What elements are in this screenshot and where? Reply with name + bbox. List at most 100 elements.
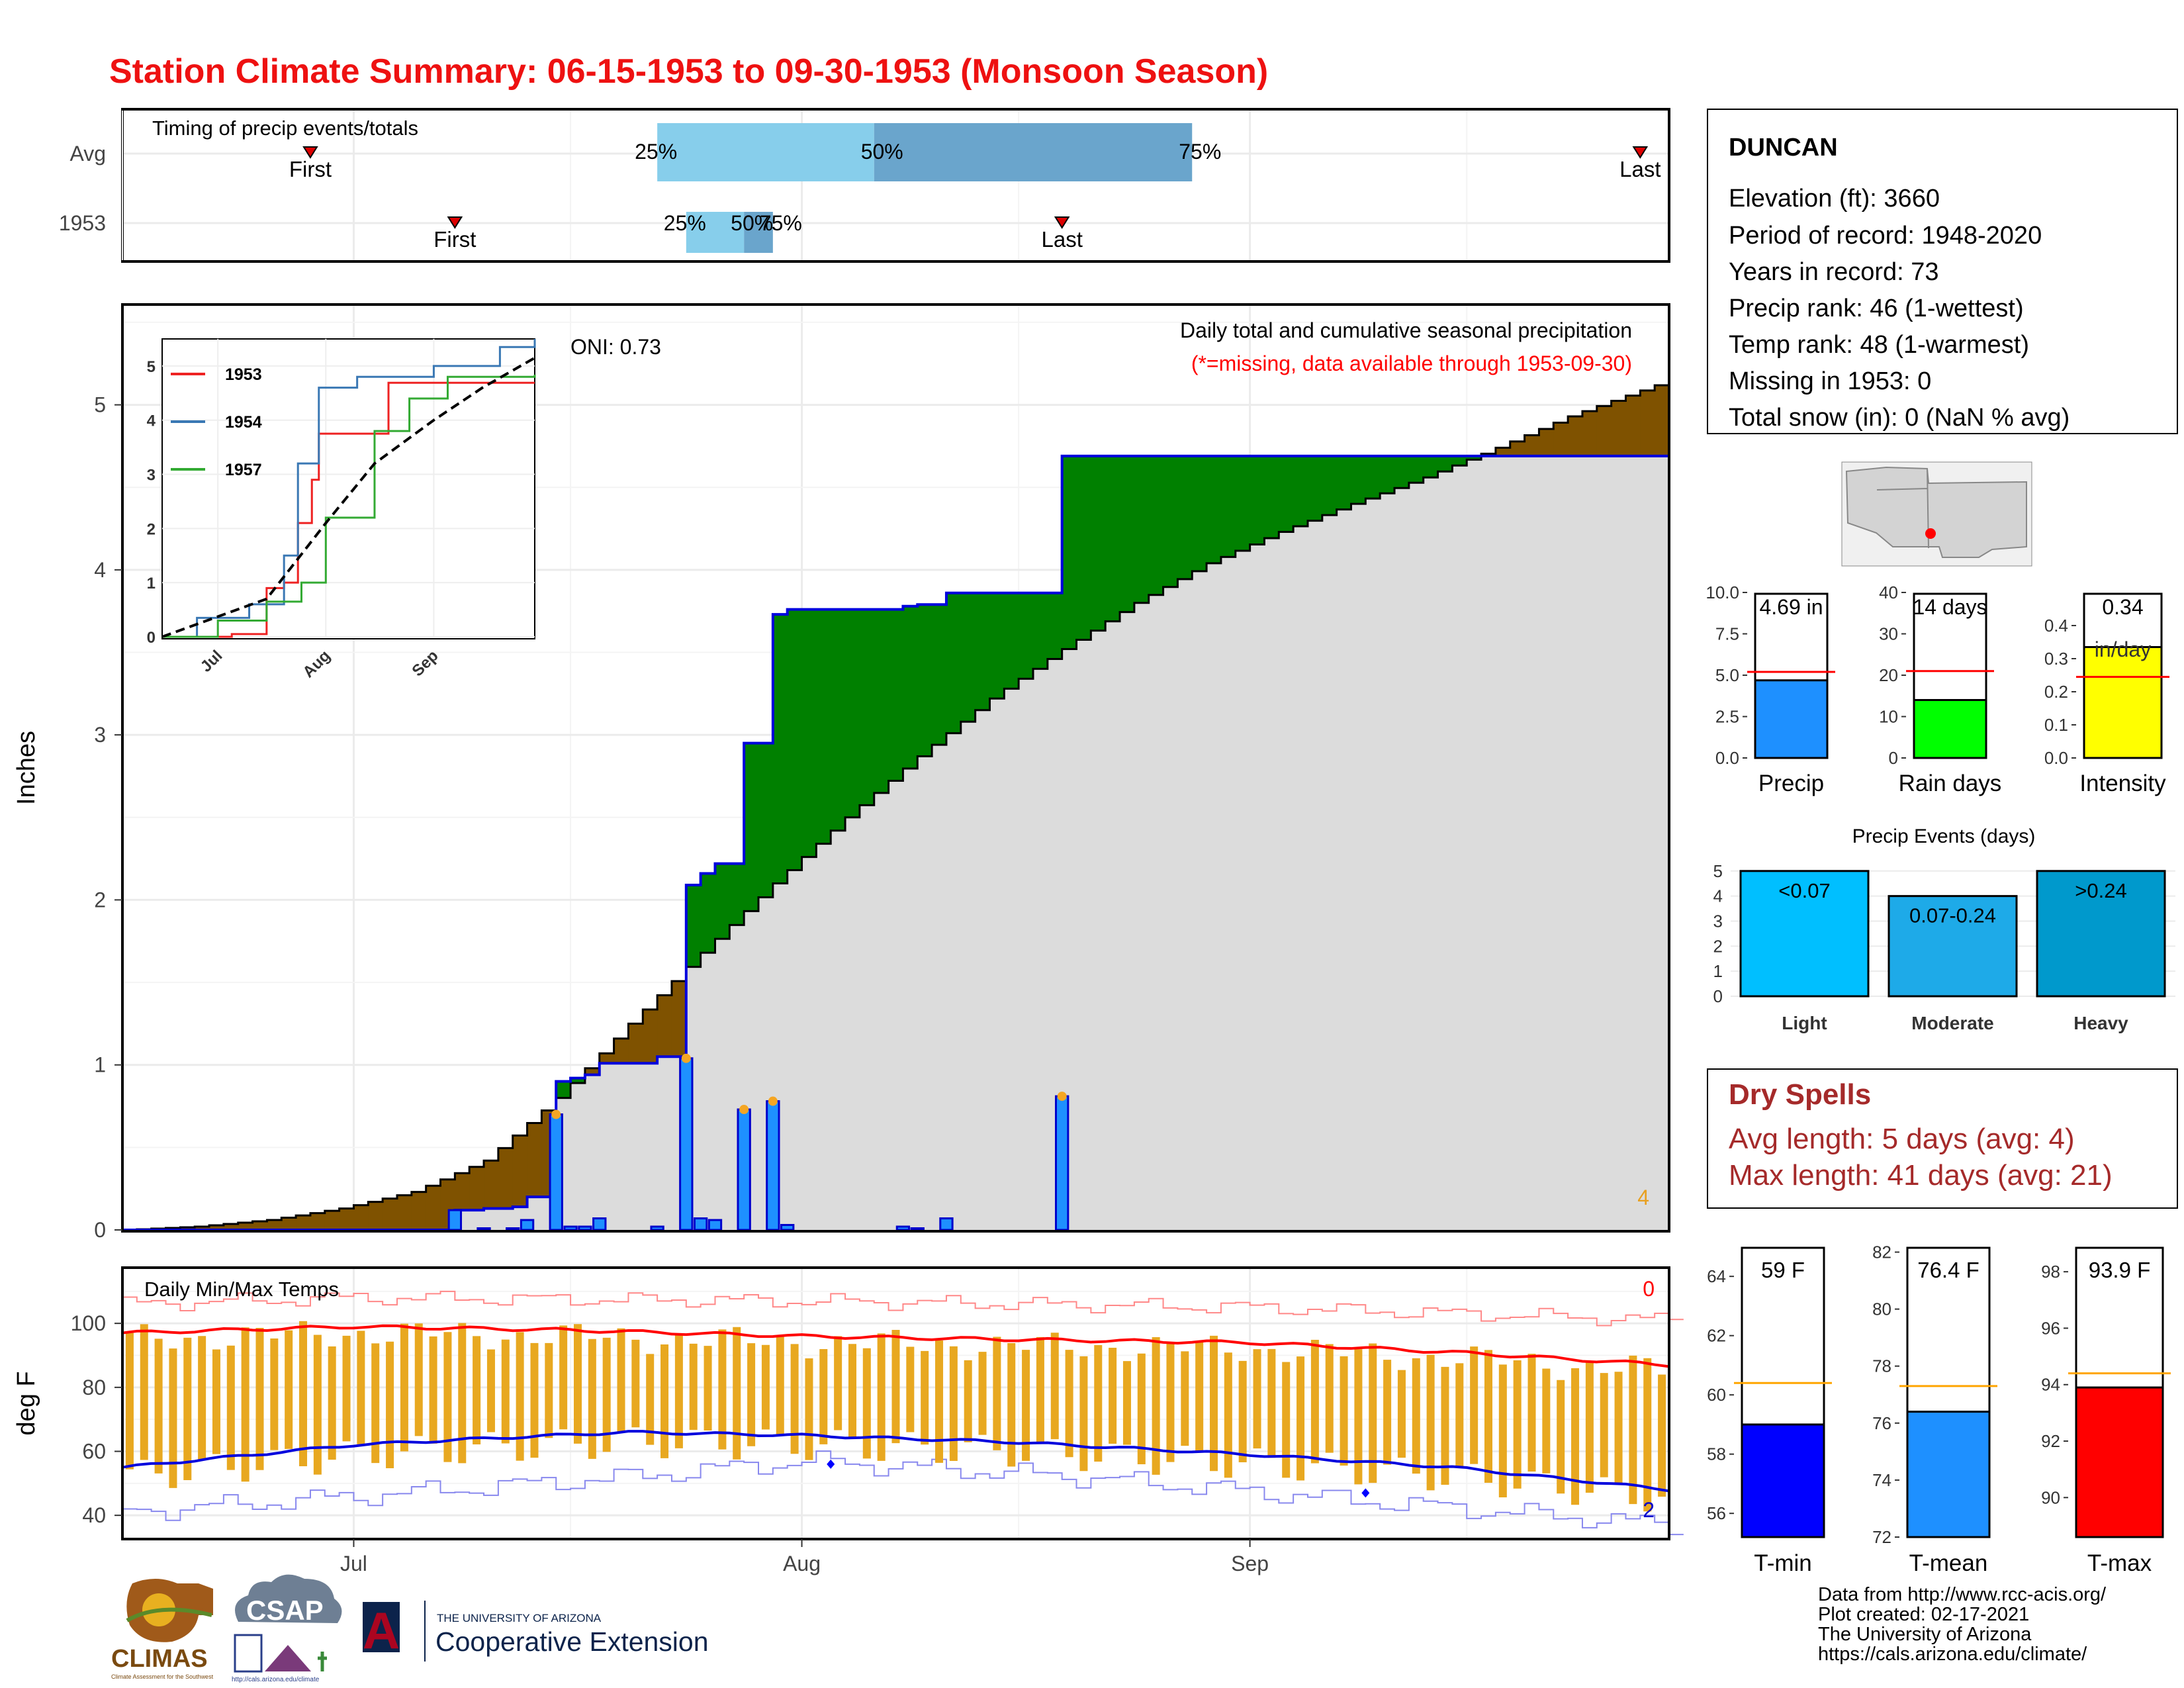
- events-title: Precip Events (days): [1852, 825, 2036, 847]
- summary-bar-value-label: 14 days: [1913, 595, 1987, 619]
- daily-precip-marker: [681, 1053, 691, 1063]
- summary-bar-value: [1754, 679, 1829, 759]
- event-bar-range: 0.07-0.24: [1909, 904, 1996, 927]
- timing-marker-label: First: [433, 227, 476, 252]
- station-years: Years in record: 73: [1729, 258, 1939, 286]
- summary-bar-value-label2: in/day: [2095, 637, 2151, 661]
- events-y-tick: 0: [1713, 986, 1723, 1006]
- daily-precip-bar: [592, 1217, 607, 1231]
- below-normal-area: [469, 1166, 484, 1211]
- below-normal-area: [599, 1053, 615, 1064]
- precip-y-tick: 4: [94, 558, 106, 582]
- above-normal-area: [1250, 455, 1265, 545]
- daily-precip-bar: [549, 1113, 563, 1231]
- temp-y-tick: 60: [82, 1440, 106, 1464]
- temp-bar-y-tick: 60: [1707, 1385, 1726, 1405]
- daily-precip-bar: [563, 1225, 578, 1231]
- below-normal-area: [267, 1220, 282, 1230]
- credit-data-source: Data from http://www.rcc-acis.org/: [1818, 1584, 2107, 1605]
- precip-daily-bars: [447, 1053, 1069, 1231]
- above-normal-area: [960, 592, 976, 722]
- above-normal-area: [787, 609, 803, 870]
- x-axis-labels: Jul Aug Sep: [340, 1539, 1269, 1575]
- temp-bar-y-tick: 76: [1872, 1413, 1891, 1433]
- avg-cumulative-area: [122, 385, 1669, 1231]
- temp-bar-y-tick: 74: [1872, 1470, 1891, 1490]
- inset-y-tick: 2: [147, 520, 156, 538]
- timing-bar-q1: [657, 123, 874, 181]
- temp-bar-value: [2075, 1386, 2164, 1538]
- ua-a-block: [363, 1602, 400, 1652]
- precip-panel: 0 1 2 3 4 5 Inches ONI: 0.73 Daily total and …: [13, 303, 1670, 1242]
- events-y-tick: 1: [1713, 961, 1723, 981]
- below-normal-area: [339, 1208, 354, 1230]
- temp-bar-value: [1741, 1423, 1825, 1538]
- below-normal-area: [353, 1205, 369, 1230]
- timing-marker: [302, 146, 318, 159]
- timing-marker-label: Last: [1619, 157, 1661, 181]
- station-box: DUNCAN Elevation (ft): 3660 Period of re…: [1707, 109, 2178, 434]
- below-normal-area: [252, 1221, 267, 1230]
- below-normal-area: [1596, 406, 1612, 456]
- above-normal-area: [1452, 455, 1467, 466]
- above-normal-area: [1148, 455, 1164, 595]
- daily-precip-bar: [679, 1057, 694, 1231]
- timing-title: Timing of precip events/totals: [152, 117, 418, 140]
- above-normal-area: [1264, 455, 1279, 538]
- above-normal-area: [1307, 455, 1323, 521]
- station-missing: Missing in 1953: 0: [1729, 367, 1931, 395]
- below-normal-area: [527, 1123, 542, 1197]
- summary-bar-y-tick: 0.4: [2044, 616, 2068, 635]
- above-normal-area: [1177, 455, 1193, 579]
- daily-precip-bar: [447, 1209, 463, 1231]
- timing-row-label-avg: Avg: [69, 142, 106, 165]
- timing-marker: [1632, 146, 1649, 159]
- events-y-tick: 2: [1713, 936, 1723, 956]
- above-normal-area: [1091, 455, 1106, 631]
- below-normal-area: [411, 1192, 427, 1230]
- temp-bar-value-label: 76.4 F: [1917, 1258, 1979, 1282]
- precip-events-chart: Precip Events (days) 0 1 2 3 4 5 <0.07 Light 0.0…: [1713, 825, 2175, 1033]
- event-bar: [1739, 870, 1870, 998]
- inset-y-tick: 1: [147, 575, 156, 592]
- daily-precip-bar: [578, 1225, 592, 1231]
- timing-p75-label: 75%: [1179, 140, 1221, 164]
- x-tick-label: Jul: [340, 1552, 367, 1575]
- daily-precip-bar: [1054, 1095, 1069, 1231]
- daily-precip-marker: [1057, 1092, 1067, 1102]
- below-normal-area: [1568, 416, 1583, 456]
- precip-y-tick: 1: [94, 1053, 106, 1077]
- daily-precip-bar: [520, 1219, 535, 1231]
- credit-university: The University of Arizona: [1818, 1624, 2032, 1645]
- below-normal-area: [671, 981, 687, 1057]
- page-title: Station Climate Summary: 06-15-1953 to 0…: [109, 52, 1268, 91]
- temp-bar-label: T-mean: [1909, 1550, 1988, 1576]
- temp-bar-y-tick: 64: [1707, 1266, 1726, 1286]
- timing-marker-label: Last: [1041, 227, 1082, 252]
- daily-precip-bar: [650, 1225, 664, 1231]
- temp-bar-y-tick: 82: [1872, 1243, 1891, 1262]
- climas-logo: CLIMAS Climate Assessment for the Southw…: [111, 1579, 214, 1680]
- ua-a-letter: A: [363, 1601, 400, 1660]
- summary-bar-value-label: 4.69 in: [1759, 595, 1823, 619]
- timing-row-label-year: 1953: [59, 211, 106, 235]
- above-normal-area: [556, 1081, 571, 1098]
- station-temp-rank: Temp rank: 48 (1-warmest): [1729, 331, 2029, 359]
- record-min-marker: [1361, 1488, 1370, 1498]
- above-normal-area: [1408, 455, 1424, 483]
- summary-bar-y-tick: 30: [1879, 624, 1898, 644]
- inset-frame: [161, 338, 535, 639]
- temp-bar-y-tick: 98: [2041, 1262, 2060, 1282]
- below-normal-area: [209, 1225, 224, 1230]
- below-normal-area: [614, 1038, 629, 1064]
- credits: Data from http://www.rcc-acis.org/ Plot …: [1818, 1584, 2107, 1665]
- csap-wordmark: CSAP: [246, 1595, 324, 1626]
- dry-spells-avg: Avg length: 5 days (avg: 4): [1729, 1123, 2075, 1155]
- oni-label: ONI: 0.73: [570, 335, 661, 359]
- summary-bar-y-tick: 5.0: [1715, 665, 1739, 685]
- summary-bar-y-tick: 0.3: [2044, 649, 2068, 669]
- inset-avg-line: [161, 356, 535, 638]
- daily-precip-bar: [506, 1227, 520, 1231]
- avg-tmax-line: [122, 1324, 1670, 1368]
- precip-y-axis: 0 1 2 3 4 5: [94, 393, 122, 1242]
